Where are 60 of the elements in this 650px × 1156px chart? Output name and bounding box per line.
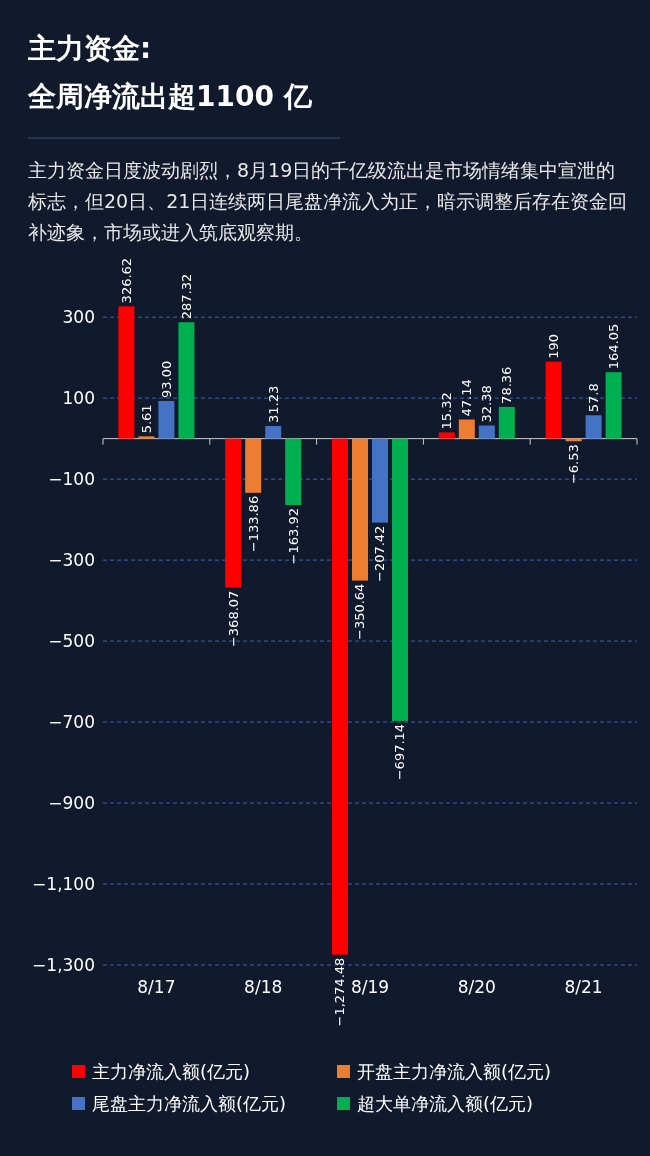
data-label: −6.53	[566, 444, 582, 485]
chart-title: 主力资金:	[28, 31, 152, 67]
data-label: −368.07	[225, 590, 241, 648]
data-label: 57.8	[586, 383, 602, 413]
bar	[178, 322, 195, 439]
bar	[118, 306, 135, 439]
y-tick-label: 100	[62, 388, 95, 409]
data-label: −133.86	[245, 495, 261, 553]
bar	[585, 415, 602, 439]
bar	[478, 425, 495, 439]
data-label: −350.64	[352, 583, 368, 640]
bar	[372, 438, 388, 523]
bar	[458, 419, 475, 439]
y-tick-label: −300	[48, 550, 95, 571]
bar	[438, 432, 455, 439]
y-tick-label: −700	[48, 712, 95, 733]
x-tick-label: 8/21	[564, 977, 603, 997]
data-label: 287.32	[178, 273, 194, 320]
text: 主力资金日度波动剧烈，8月19日的千亿级流出是市场情绪集中宣泄的标志，但20日、21日连续两日尾盘净流入为正，暗示调整后存在资金回补迹象，市场或进入筑底观察期。	[28, 158, 629, 245]
y-tick-label: −500	[48, 631, 95, 652]
legend-label: 主力净流入额(亿元)	[92, 1061, 251, 1082]
data-label: 5.61	[138, 404, 154, 434]
bar	[545, 361, 562, 439]
bar	[265, 425, 282, 439]
bar	[225, 438, 242, 588]
bar	[138, 436, 155, 439]
x-tick-label: 8/19	[350, 977, 390, 997]
data-label: −163.92	[285, 507, 301, 565]
bar	[285, 438, 302, 505]
legend-label: 尾盘主力净流入额(亿元)	[92, 1093, 287, 1114]
legend-label: 超大单净流入额(亿元)	[357, 1093, 534, 1114]
y-tick-label: −900	[48, 793, 95, 814]
data-label: −1,274.48	[332, 957, 348, 1027]
y-tick-label: 300	[62, 307, 95, 328]
bar	[498, 406, 515, 439]
bar	[392, 438, 408, 721]
data-label: 93.00	[158, 360, 174, 398]
x-tick-label: 8/18	[244, 977, 283, 997]
bar	[352, 438, 368, 581]
data-label: 326.62	[118, 257, 134, 304]
data-label: 164.05	[606, 323, 622, 370]
data-label: 15.32	[439, 392, 455, 430]
data-label: 78.36	[499, 366, 515, 404]
x-tick-label: 8/20	[457, 977, 496, 997]
bar	[158, 400, 175, 439]
chart-subtitle: 全周净流出超1100 亿	[28, 79, 312, 115]
data-label: 31.23	[265, 385, 281, 423]
data-label: −207.42	[372, 525, 388, 582]
bar	[332, 438, 348, 955]
y-tick-label: −1,100	[32, 874, 95, 895]
y-tick-label: −1,300	[32, 955, 95, 975]
data-label: 190	[546, 333, 562, 359]
legend-label: 开盘主力净流入额(亿元)	[357, 1061, 552, 1082]
data-label: −697.14	[392, 723, 408, 781]
bar	[605, 372, 622, 439]
y-tick-label: −100	[48, 469, 95, 490]
bar	[245, 438, 262, 493]
data-label: 47.14	[459, 379, 475, 417]
data-label: 32.38	[479, 385, 495, 423]
x-tick-label: 8/17	[137, 977, 176, 997]
